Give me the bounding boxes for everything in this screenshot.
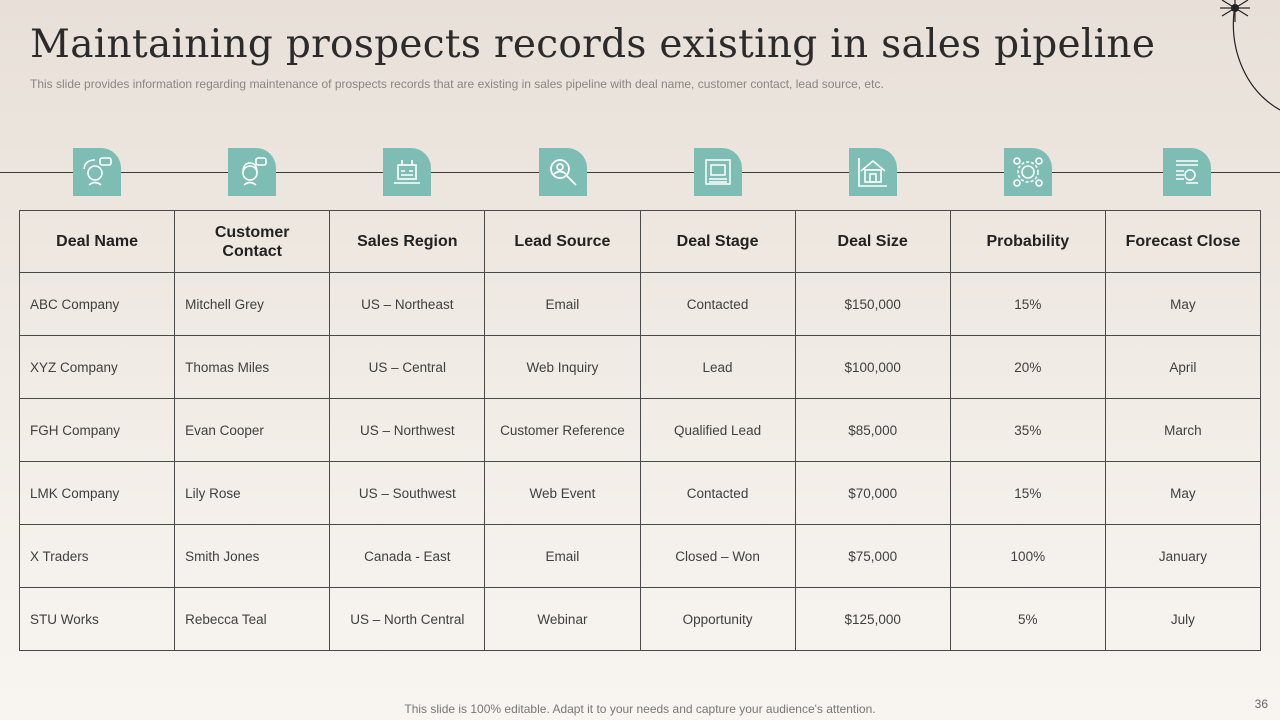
header-customer-contact: Customer Contact: [174, 210, 331, 273]
deal-house-icon: [849, 148, 897, 196]
cell-forecast-close: April: [1104, 335, 1262, 399]
cell-forecast-close: July: [1104, 587, 1262, 651]
cell-deal-name: FGH Company: [18, 398, 176, 462]
cell-deal-stage: Lead: [639, 335, 796, 399]
cell-probability: 15%: [949, 272, 1106, 336]
table-header-row: Deal Name Customer Contact Sales Region …: [18, 210, 1262, 273]
cell-deal-size: $85,000: [794, 398, 951, 462]
cell-deal-size: $100,000: [794, 335, 951, 399]
cell-deal-stage: Qualified Lead: [639, 398, 796, 462]
cell-forecast-close: January: [1104, 524, 1262, 588]
cell-deal-stage: Opportunity: [639, 587, 796, 651]
cell-sales-region: US – Northeast: [329, 272, 486, 336]
cell-sales-region: Canada - East: [329, 524, 486, 588]
cell-forecast-close: May: [1104, 272, 1262, 336]
dandelion-decoration-icon: [1220, 0, 1280, 111]
cell-probability: 100%: [949, 524, 1106, 588]
timeline-line: [0, 172, 1280, 173]
page-number: 36: [1254, 697, 1268, 711]
cell-deal-name: LMK Company: [18, 461, 176, 525]
cell-deal-size: $125,000: [794, 587, 951, 651]
cell-customer-contact: Lily Rose: [174, 461, 331, 525]
cell-lead-source: Web Event: [484, 461, 641, 525]
cell-sales-region: US – Central: [329, 335, 486, 399]
cell-customer-contact: Thomas Miles: [174, 335, 331, 399]
cell-deal-name: X Traders: [18, 524, 176, 588]
cell-lead-source: Web Inquiry: [484, 335, 641, 399]
cell-deal-name: ABC Company: [18, 272, 176, 336]
cell-deal-name: STU Works: [18, 587, 176, 651]
cell-deal-size: $150,000: [794, 272, 951, 336]
prospects-table: Deal Name Customer Contact Sales Region …: [18, 210, 1262, 651]
table-row: ABC Company Mitchell Grey US – Northeast…: [18, 272, 1262, 336]
sales-region-icon: [383, 148, 431, 196]
cell-deal-size: $70,000: [794, 461, 951, 525]
cell-probability: 15%: [949, 461, 1106, 525]
deal-stage-icon: [694, 148, 742, 196]
cell-probability: 35%: [949, 398, 1106, 462]
cell-customer-contact: Smith Jones: [174, 524, 331, 588]
header-deal-size: Deal Size: [794, 210, 951, 273]
cell-customer-contact: Mitchell Grey: [174, 272, 331, 336]
cell-deal-size: $75,000: [794, 524, 951, 588]
probability-gear-icon: [1004, 148, 1052, 196]
header-deal-name: Deal Name: [18, 210, 176, 273]
table-row: XYZ Company Thomas Miles US – Central We…: [18, 335, 1262, 399]
forecast-document-icon: [1163, 148, 1211, 196]
footer-note: This slide is 100% editable. Adapt it to…: [404, 702, 876, 716]
header-probability: Probability: [949, 210, 1106, 273]
cell-deal-name: XYZ Company: [18, 335, 176, 399]
cell-lead-source: Customer Reference: [484, 398, 641, 462]
cell-lead-source: Email: [484, 524, 641, 588]
prospect-chat-icon: [73, 148, 121, 196]
cell-deal-stage: Closed – Won: [639, 524, 796, 588]
table-row: STU Works Rebecca Teal US – North Centra…: [18, 587, 1262, 651]
cell-forecast-close: May: [1104, 461, 1262, 525]
slide-title: Maintaining prospects records existing i…: [30, 22, 1156, 67]
header-deal-stage: Deal Stage: [639, 210, 796, 273]
cell-forecast-close: March: [1104, 398, 1262, 462]
cell-customer-contact: Rebecca Teal: [174, 587, 331, 651]
cell-sales-region: US – Southwest: [329, 461, 486, 525]
cell-probability: 5%: [949, 587, 1106, 651]
lead-search-icon: [539, 148, 587, 196]
table-row: LMK Company Lily Rose US – Southwest Web…: [18, 461, 1262, 525]
slide-subtitle: This slide provides information regardin…: [30, 77, 884, 91]
header-sales-region: Sales Region: [329, 210, 486, 273]
cell-deal-stage: Contacted: [639, 272, 796, 336]
cell-sales-region: US – Northwest: [329, 398, 486, 462]
cell-sales-region: US – North Central: [329, 587, 486, 651]
cell-deal-stage: Contacted: [639, 461, 796, 525]
cell-lead-source: Email: [484, 272, 641, 336]
cell-lead-source: Webinar: [484, 587, 641, 651]
table-row: FGH Company Evan Cooper US – Northwest C…: [18, 398, 1262, 462]
customer-support-icon: [228, 148, 276, 196]
cell-customer-contact: Evan Cooper: [174, 398, 331, 462]
cell-probability: 20%: [949, 335, 1106, 399]
header-forecast-close: Forecast Close: [1104, 210, 1262, 273]
header-lead-source: Lead Source: [484, 210, 641, 273]
table-row: X Traders Smith Jones Canada - East Emai…: [18, 524, 1262, 588]
